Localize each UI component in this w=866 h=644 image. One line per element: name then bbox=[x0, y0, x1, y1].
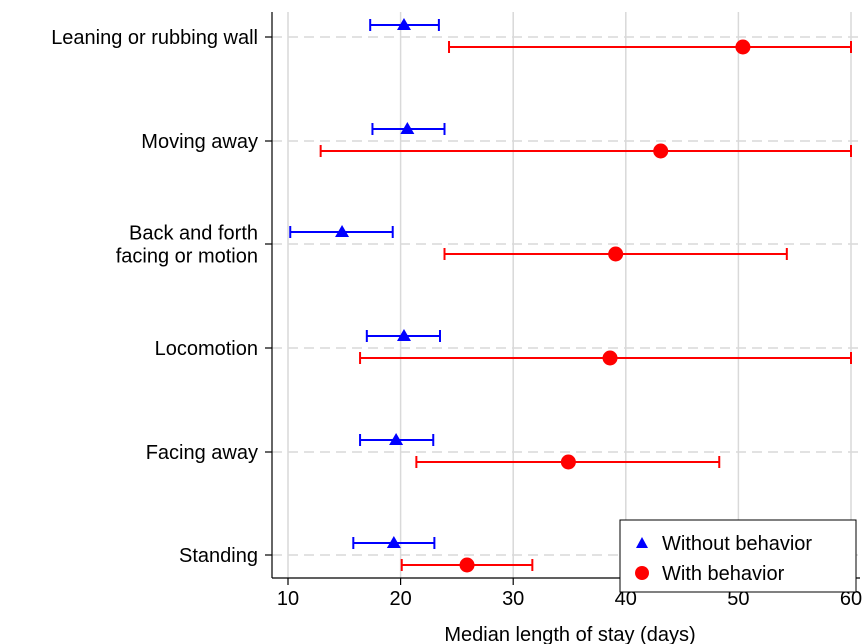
x-tick-label: 60 bbox=[840, 588, 862, 610]
legend-marker-triangle bbox=[636, 537, 648, 548]
x-tick-label: 10 bbox=[277, 588, 299, 610]
x-axis-title: Median length of stay (days) bbox=[444, 624, 695, 644]
data-point-triangle bbox=[396, 18, 411, 30]
data-point-triangle bbox=[400, 122, 415, 134]
legend-marker-circle bbox=[635, 566, 649, 580]
data-point-circle bbox=[602, 350, 618, 366]
x-tick-label: 50 bbox=[727, 588, 749, 610]
category-label: Facing away bbox=[146, 442, 258, 464]
data-point-triangle bbox=[335, 225, 350, 237]
grid bbox=[272, 12, 860, 578]
data-point-circle bbox=[608, 246, 624, 262]
category-label: Standing bbox=[179, 545, 258, 567]
category-label: Leaning or rubbing wall bbox=[51, 27, 258, 49]
x-tick-label: 20 bbox=[389, 588, 411, 610]
legend: Without behavior With behavior bbox=[619, 519, 857, 593]
legend-label: With behavior bbox=[662, 563, 785, 585]
category-label: Locomotion bbox=[155, 338, 258, 360]
data-point-circle bbox=[459, 557, 475, 573]
category-label: facing or motion bbox=[116, 246, 258, 268]
data-point-triangle bbox=[396, 329, 411, 341]
marks bbox=[289, 18, 852, 573]
data-point-triangle bbox=[389, 433, 404, 445]
data-point-circle bbox=[560, 454, 576, 470]
x-tick-label: 30 bbox=[502, 588, 524, 610]
legend-box bbox=[619, 519, 857, 593]
category-label: Moving away bbox=[141, 131, 258, 153]
data-point-triangle bbox=[386, 536, 401, 548]
x-tick-label: 40 bbox=[615, 588, 637, 610]
legend-label: Without behavior bbox=[662, 533, 812, 555]
data-point-circle bbox=[653, 143, 669, 159]
category-label: Back and forth bbox=[129, 223, 258, 245]
data-point-circle bbox=[735, 39, 751, 55]
